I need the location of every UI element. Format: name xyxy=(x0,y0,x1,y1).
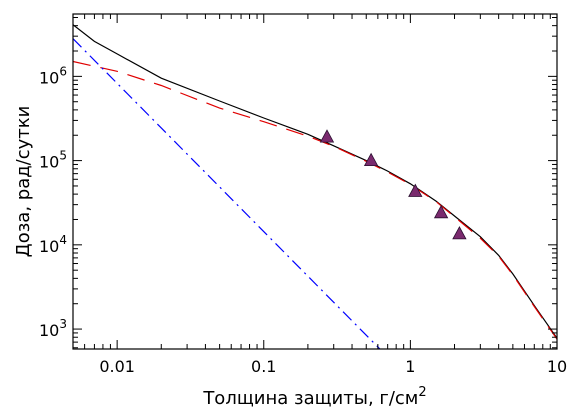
series-line-solid xyxy=(73,24,557,339)
marker-layer xyxy=(319,129,467,240)
series-line-longdash xyxy=(73,60,557,340)
x-axis-title-superscript: 2 xyxy=(418,385,426,400)
y-tick-label-exponent: 3 xyxy=(59,317,67,331)
y-axis-title: Доза, рад/сутки xyxy=(13,106,34,258)
series-line-dashdot xyxy=(73,38,381,349)
x-axis-title-text: Толщина защиты, г/см xyxy=(202,388,418,409)
data-marker-triangle xyxy=(433,204,449,219)
y-tick-label-base: 10 xyxy=(39,321,59,340)
x-tick-label: 0.01 xyxy=(99,357,135,376)
y-tick-label: 103 xyxy=(39,317,67,340)
y-tick-label-exponent: 4 xyxy=(59,233,67,247)
data-marker-triangle xyxy=(408,183,423,197)
y-tick-label-base: 10 xyxy=(39,68,59,87)
x-tick-label: 1 xyxy=(405,357,415,376)
y-tick-label-base: 10 xyxy=(39,153,59,172)
series-layer xyxy=(73,24,557,349)
x-axis-title: Толщина защиты, г/см2 xyxy=(202,385,426,409)
x-tick-label: 10 xyxy=(547,357,567,376)
x-tick-label: 0.1 xyxy=(251,357,276,376)
y-tick-label: 105 xyxy=(39,149,67,172)
y-tick-label-exponent: 6 xyxy=(59,64,67,78)
data-marker-triangle xyxy=(319,129,335,143)
plot-frame xyxy=(72,13,558,350)
y-tick-label-exponent: 5 xyxy=(59,149,67,163)
y-tick-label-base: 10 xyxy=(39,237,59,256)
data-marker-triangle xyxy=(363,152,379,167)
y-tick-label: 106 xyxy=(39,64,67,87)
tick-layer xyxy=(72,14,558,349)
data-marker-triangle xyxy=(452,226,467,240)
y-tick-label: 104 xyxy=(39,233,67,256)
